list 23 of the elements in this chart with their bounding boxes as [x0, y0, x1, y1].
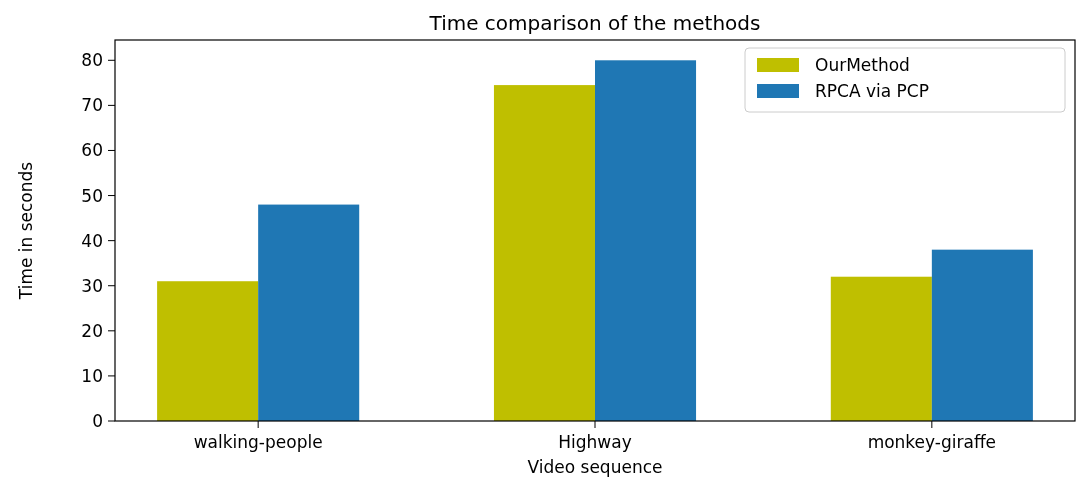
bar [595, 60, 697, 421]
x-tick-label: walking-people [193, 432, 323, 452]
bar [258, 204, 360, 421]
y-tick-label: 70 [81, 95, 103, 116]
y-tick-label: 80 [81, 50, 103, 71]
y-axis-title: Time in seconds [16, 161, 36, 301]
legend-label: RPCA via PCP [815, 80, 929, 101]
bar [493, 85, 595, 421]
y-tick-label: 20 [81, 320, 103, 341]
y-tick-label: 50 [81, 185, 103, 206]
y-tick-label: 40 [81, 230, 103, 251]
x-tick-label: Highway [558, 432, 632, 452]
y-tick-label: 0 [92, 410, 103, 431]
bar [931, 249, 1033, 421]
y-tick-label: 30 [81, 275, 103, 296]
bar [157, 281, 259, 421]
chart-title: Time comparison of the methods [428, 11, 761, 35]
y-tick-label: 60 [81, 140, 103, 161]
x-tick-label: monkey-giraffe [867, 432, 997, 452]
bar [830, 276, 932, 421]
y-tick-label: 10 [81, 365, 103, 386]
x-axis-title: Video sequence [527, 457, 663, 477]
legend-label: OurMethod [815, 54, 910, 75]
